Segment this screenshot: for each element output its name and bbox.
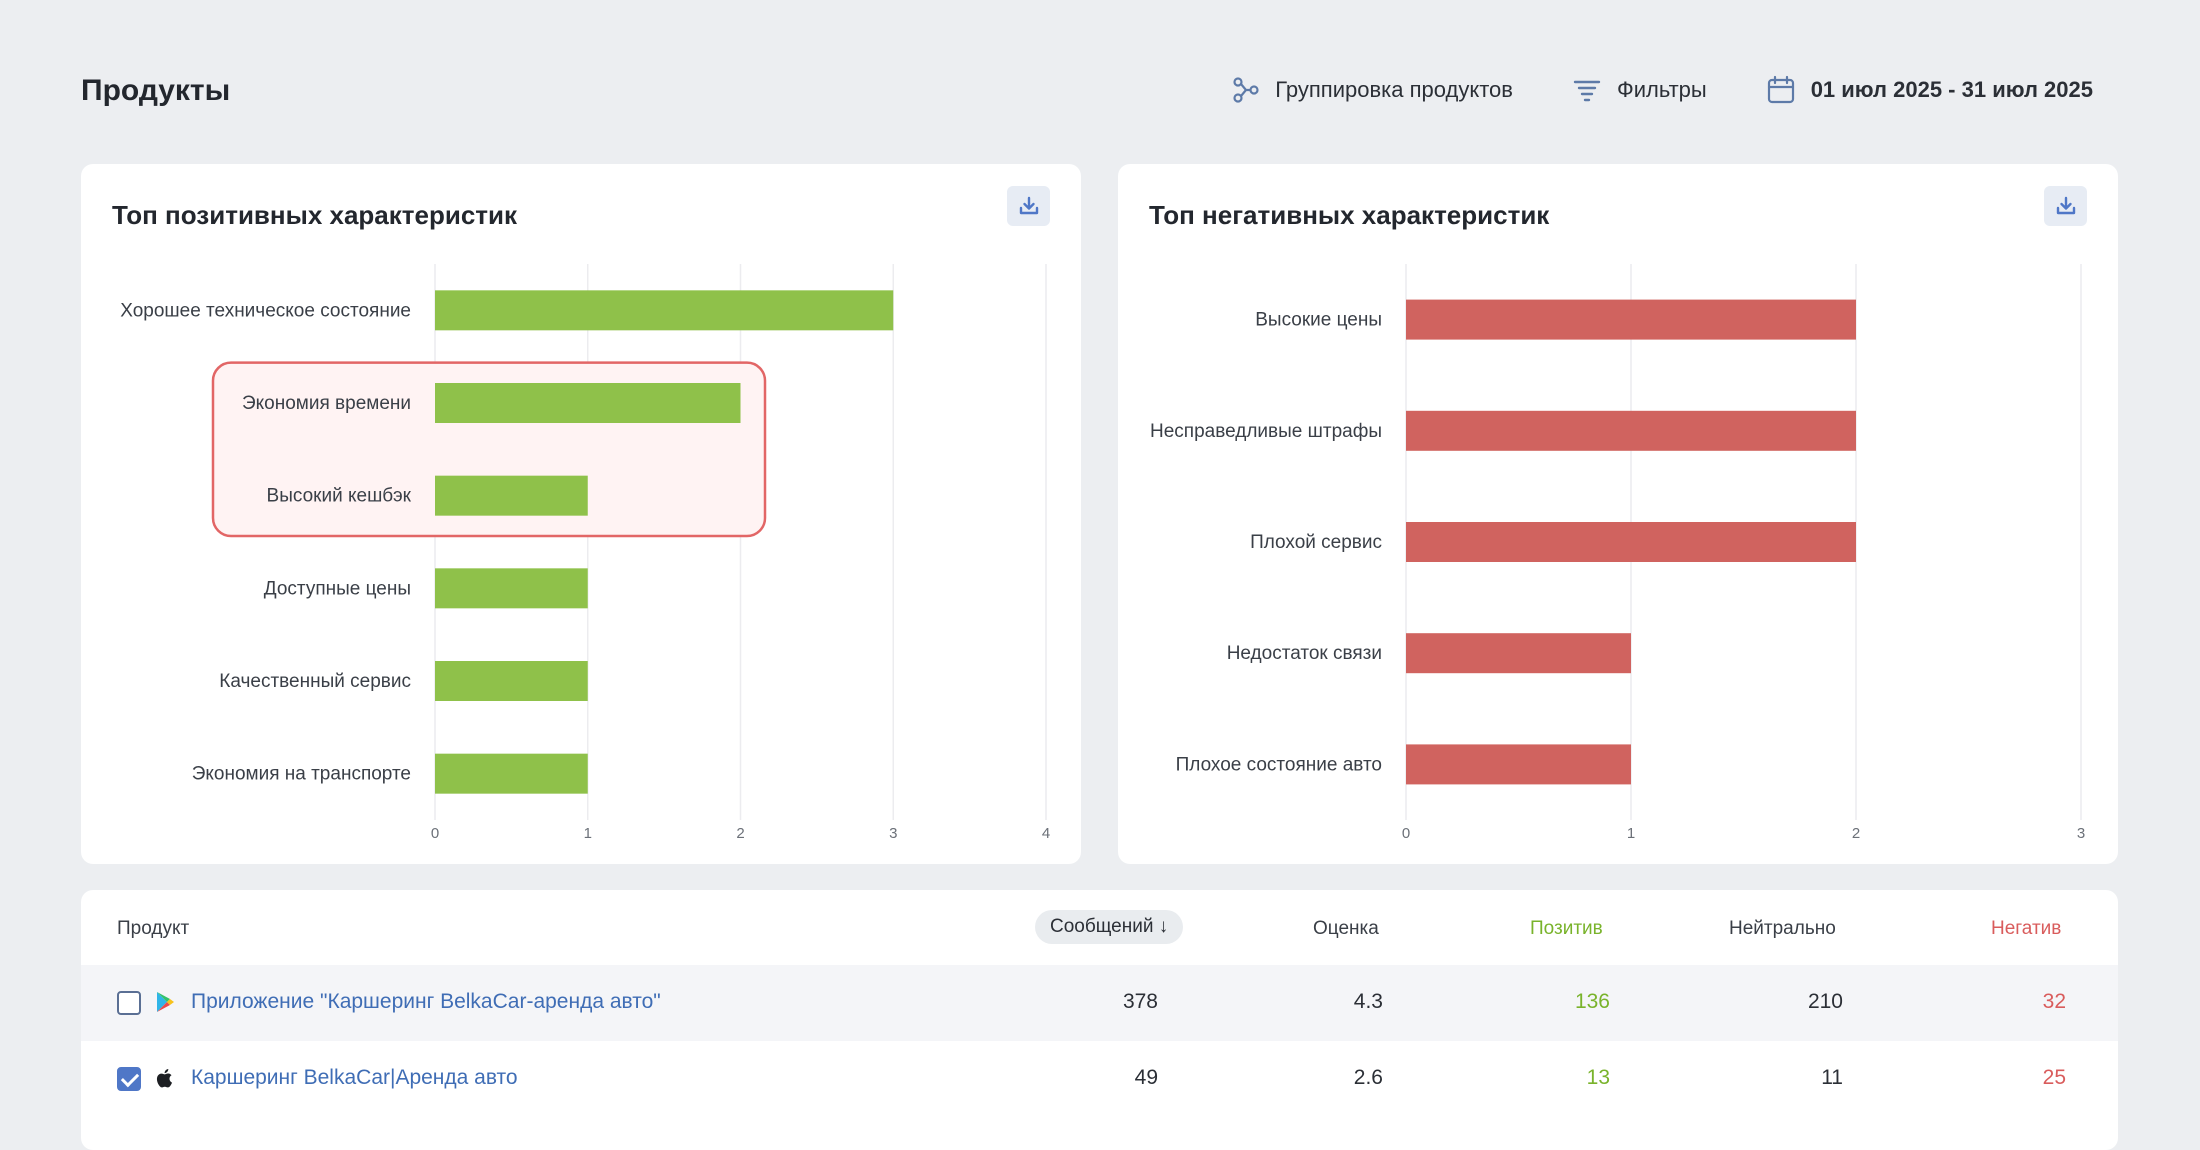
product-link[interactable]: Приложение "Каршеринг BelkaCar-аренда ав… — [191, 990, 661, 1013]
bar[interactable] — [435, 661, 588, 701]
x-tick-label: 1 — [584, 825, 592, 842]
positive-bar-chart: 0 1 2 3 4 Хорошее техническое состояние Эконом… — [120, 264, 1050, 842]
x-tick-label: 2 — [736, 825, 744, 842]
x-tick-label: 3 — [889, 825, 897, 842]
google-play-icon — [157, 992, 174, 1012]
bar[interactable] — [435, 753, 588, 794]
x-tick-label: 0 — [431, 825, 439, 842]
x-tick-label: 1 — [1627, 825, 1635, 842]
toolbar: Группировка продуктов Фильтры 01 июл 202… — [1229, 74, 2093, 106]
table-row[interactable]: Каршеринг BelkaCar|Аренда авто 49 2.6 13… — [81, 1041, 2118, 1117]
x-tick-label: 0 — [1402, 825, 1410, 842]
download-icon — [2056, 196, 2075, 215]
category-label: Недостаток связи — [1227, 643, 1382, 664]
x-tick-label: 3 — [2077, 825, 2085, 842]
category-label: Плохое состояние авто — [1176, 754, 1382, 775]
cell-negative: 25 — [2042, 1066, 2066, 1089]
header-neutral[interactable]: Нейтрально — [1729, 918, 1836, 939]
row-checkbox[interactable] — [117, 1067, 141, 1091]
filters-label: Фильтры — [1616, 77, 1707, 102]
positive-features-card: Топ позитивных характеристик 0 1 2 3 4 Хороше… — [81, 164, 1081, 864]
cell-messages: 49 — [1134, 1066, 1158, 1089]
cell-neutral: 210 — [1807, 990, 1843, 1013]
header-rating[interactable]: Оценка — [1313, 918, 1379, 939]
cell-rating: 4.3 — [1353, 990, 1383, 1013]
bar[interactable] — [1406, 299, 1856, 340]
category-label: Доступные цены — [264, 578, 411, 599]
table-header: Продукт Сообщений ↓ Оценка Позитив Нейтр… — [81, 890, 2118, 964]
positive-chart-title: Топ позитивных характеристик — [112, 200, 518, 230]
x-tick-label: 4 — [1042, 825, 1050, 842]
date-range-picker[interactable]: 01 июл 2025 - 31 июл 2025 — [1765, 74, 2093, 106]
cell-rating: 2.6 — [1353, 1066, 1383, 1089]
category-label: Высокий кешбэк — [267, 486, 412, 507]
header-positive[interactable]: Позитив — [1530, 918, 1603, 939]
bar[interactable] — [1406, 522, 1856, 562]
category-label: Несправедливые штрафы — [1150, 421, 1382, 442]
product-link[interactable]: Каршеринг BelkaCar|Аренда авто — [191, 1066, 518, 1089]
cell-neutral: 11 — [1821, 1066, 1843, 1089]
x-tick-label: 2 — [1852, 825, 1860, 842]
header-negative[interactable]: Негатив — [1991, 918, 2062, 939]
grouping-label: Группировка продуктов — [1275, 77, 1513, 102]
date-range-label: 01 июл 2025 - 31 июл 2025 — [1810, 77, 2093, 102]
cell-positive: 136 — [1574, 990, 1610, 1013]
apple-icon — [156, 1069, 172, 1088]
category-label: Экономия на транспорте — [192, 764, 411, 785]
cell-messages: 378 — [1122, 990, 1158, 1013]
negative-bar-chart: 0 1 2 3 Высокие цены Несправедливые штрафы Пло… — [1150, 264, 2085, 842]
products-table: Продукт Сообщений ↓ Оценка Позитив Нейтр… — [81, 890, 2118, 1150]
grouping-button[interactable]: Группировка продуктов — [1229, 74, 1513, 106]
bar[interactable] — [1406, 410, 1856, 451]
bar[interactable] — [435, 383, 741, 423]
category-label: Хорошее техническое состояние — [120, 300, 411, 321]
category-label: Плохой сервис — [1250, 532, 1382, 553]
negative-features-card: Топ негативных характеристик 0 1 2 3 Высокие… — [1118, 164, 2118, 864]
category-label: Качественный сервис — [219, 671, 411, 692]
calendar-icon — [1767, 75, 1794, 104]
filter-icon — [1573, 80, 1601, 102]
bar[interactable] — [1406, 633, 1631, 674]
category-label: Высокие цены — [1255, 310, 1382, 331]
negative-download-button[interactable] — [2044, 186, 2087, 226]
cell-negative: 32 — [2042, 990, 2066, 1013]
download-icon — [1019, 196, 1038, 215]
negative-chart-title: Топ негативных характеристик — [1149, 200, 1550, 230]
header-product: Продукт — [117, 918, 190, 939]
positive-download-button[interactable] — [1007, 186, 1050, 226]
bar[interactable] — [435, 568, 588, 609]
bar[interactable] — [435, 290, 894, 331]
table-row[interactable]: Приложение "Каршеринг BelkaCar-аренда ав… — [81, 965, 2118, 1041]
row-checkbox[interactable] — [117, 991, 141, 1015]
bar[interactable] — [435, 475, 588, 516]
cell-positive: 13 — [1586, 1066, 1610, 1089]
page-title: Продукты — [81, 74, 231, 107]
grouping-icon — [1233, 77, 1259, 103]
header-messages-sort[interactable]: Сообщений ↓ — [1035, 910, 1184, 944]
bar[interactable] — [1406, 744, 1631, 785]
filters-button[interactable]: Фильтры — [1571, 74, 1707, 106]
category-label: Экономия времени — [242, 393, 411, 414]
